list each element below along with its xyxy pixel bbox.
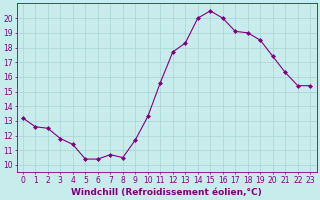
X-axis label: Windchill (Refroidissement éolien,°C): Windchill (Refroidissement éolien,°C) — [71, 188, 262, 197]
